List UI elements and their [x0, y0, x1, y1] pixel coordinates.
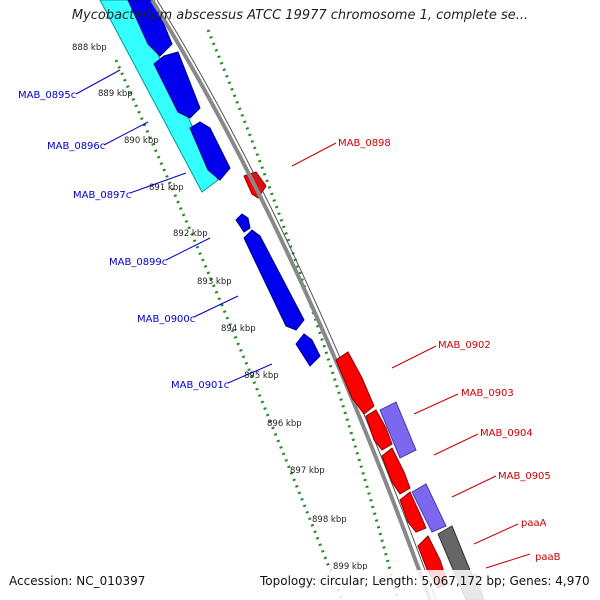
leader-mab-0898 — [291, 142, 337, 167]
tick-label-897: 897 kbp — [290, 466, 325, 476]
leader-paab — [485, 553, 531, 569]
cyan-feature-band[interactable] — [99, 0, 219, 193]
leader-mab-0897c — [129, 172, 187, 194]
tick-label-895: 895 kbp — [244, 371, 279, 381]
gene-mab-0904[interactable] — [381, 447, 411, 495]
tick-label-888: 888 kbp — [72, 43, 107, 53]
gene-mab-0899c[interactable] — [235, 213, 251, 233]
tick-label-889: 889 kbp — [98, 89, 133, 99]
label-mab-0903[interactable]: MAB_0903 — [461, 388, 514, 399]
tick-label-898: 898 kbp — [312, 515, 347, 525]
label-mab-0900c[interactable]: MAB_0900c — [137, 314, 195, 325]
label-mab-0897c[interactable]: MAB_0897c — [73, 190, 131, 201]
label-mab-0904[interactable]: MAB_0904 — [480, 428, 533, 439]
outer-tick-ring — [206, 29, 400, 600]
leader-mab-0895c — [75, 69, 121, 95]
gene-mab-0903[interactable] — [365, 409, 393, 451]
label-mab-0899c[interactable]: MAB_0899c — [109, 257, 167, 268]
label-mab-0896c[interactable]: MAB_0896c — [47, 141, 105, 152]
genome-backbone-outline — [156, 0, 437, 600]
lavender-feature-2[interactable] — [411, 483, 447, 533]
inner-tick-ring — [114, 59, 344, 600]
genome-backbone — [150, 0, 432, 600]
label-paaa[interactable]: paaA — [521, 518, 547, 529]
label-mab-0895c[interactable]: MAB_0895c — [18, 90, 76, 101]
leader-mab-0903 — [413, 393, 459, 415]
tick-label-891: 891 kbp — [149, 183, 184, 193]
gene-mab-0901c[interactable] — [295, 333, 321, 367]
gene-mab-0905[interactable] — [399, 491, 427, 533]
tick-label-890: 890 kbp — [124, 136, 159, 146]
label-mab-0905[interactable]: MAB_0905 — [498, 471, 551, 482]
leader-mab-0896c — [103, 121, 149, 146]
lavender-feature-1[interactable] — [379, 401, 417, 459]
label-paab[interactable]: paaB — [535, 552, 561, 563]
leader-mab-0900c — [193, 295, 239, 318]
tick-label-899: 899 kbp — [333, 562, 368, 572]
map-title: Mycobacterium abscessus ATCC 19977 chrom… — [71, 8, 529, 23]
tick-label-894: 894 kbp — [221, 324, 256, 334]
footer-strip — [0, 570, 600, 600]
gene-mab-0897c[interactable] — [189, 121, 231, 181]
leader-mab-0904 — [433, 433, 479, 456]
leader-mab-0899c — [165, 237, 211, 261]
gene-mab-0895c[interactable] — [127, 0, 173, 57]
leader-mab-0901c — [227, 363, 273, 384]
leader-mab-0905 — [451, 475, 497, 498]
accession-label: Accession: NC_010397 — [9, 574, 146, 588]
gene-mab-0900c[interactable] — [243, 229, 305, 331]
label-mab-0902[interactable]: MAB_0902 — [438, 340, 491, 351]
tick-label-893: 893 kbp — [197, 277, 232, 287]
tick-label-896: 896 kbp — [267, 419, 302, 429]
leader-paaa — [473, 523, 519, 545]
gene-mab-0902[interactable] — [335, 351, 375, 415]
tick-label-892: 892 kbp — [173, 229, 208, 239]
label-mab-0898[interactable]: MAB_0898 — [338, 138, 391, 149]
gene-mab-0896c[interactable] — [153, 51, 201, 119]
leader-mab-0902 — [391, 345, 437, 369]
label-mab-0901c[interactable]: MAB_0901c — [171, 380, 229, 391]
genome-summary: Topology: circular; Length: 5,067,172 bp… — [260, 574, 590, 588]
